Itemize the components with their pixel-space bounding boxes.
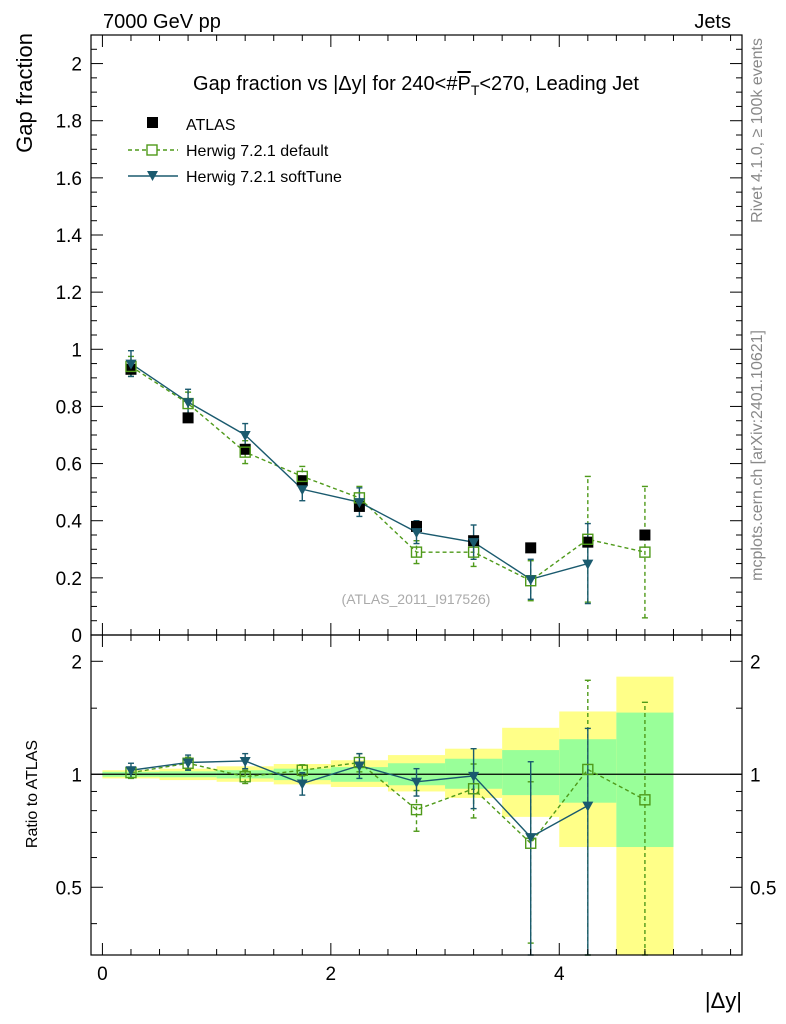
ratio-softtune-point [525, 833, 537, 844]
default-data-point [410, 546, 423, 558]
ratio-axes: 0.5 0.5 1 1 2 2 0 2 4 [56, 635, 776, 985]
x-tick-label: 2 [326, 964, 337, 985]
softtune-data-point [125, 359, 137, 370]
y-tick-label: 0.2 [56, 569, 82, 590]
softtune-series-line [130, 362, 589, 581]
x-axis-label: |Δy| [705, 988, 742, 1013]
ratio-default-point [467, 783, 480, 795]
main-y-axis-label: Gap fraction [12, 33, 37, 153]
atlas-data-point [525, 542, 537, 554]
y-tick-label: 0.4 [56, 512, 83, 533]
rivet-version-label: Rivet 4.1.0, ≥ 100k events [749, 38, 766, 223]
atlas-data-point [182, 412, 194, 424]
category-label: Jets [694, 11, 731, 33]
default-data-point [582, 533, 594, 545]
chart-title-p: P [457, 73, 470, 95]
default-series-line [130, 365, 646, 582]
ratio-y-tick-label: 1 [71, 765, 82, 786]
legend-marker-default [146, 144, 158, 156]
softtune-data-point [468, 538, 480, 549]
y-tick-label: 0 [71, 626, 82, 647]
ratio-default-point [582, 763, 594, 776]
ratio-softtune-point [582, 801, 594, 812]
ratio-softtune-point [125, 766, 137, 777]
ratio-softtune-point [411, 777, 422, 788]
ratio-default-point [239, 771, 251, 783]
chart-title-sub: T [471, 82, 480, 98]
ratio-y-axis-label: Ratio to ATLAS [24, 740, 41, 848]
ratio-y-tick-label: 0.5 [56, 878, 82, 899]
ratio-panel: 0.5 0.5 1 1 2 2 0 2 4 Ratio to ATLAS |Δy| [24, 634, 776, 1013]
mcplots-label: mcplots.cern.ch [arXiv:2401.10621] [749, 330, 766, 581]
atlas-data-point [411, 520, 422, 532]
ratio-data-points [125, 679, 651, 956]
softtune-data-point [182, 398, 194, 409]
atlas-data-point [239, 443, 251, 455]
ratio-default-point [296, 764, 308, 776]
y-tick-label: 1.8 [56, 112, 82, 133]
legend-label-softtune: Herwig 7.2.1 softTune [186, 169, 342, 186]
ratio-softtune-point [182, 758, 194, 769]
softtune-data-point [296, 485, 308, 496]
x-tick-label: 4 [554, 964, 565, 985]
ratio-y-tick-label-right: 2 [750, 652, 761, 673]
softtune-data-point [411, 528, 422, 539]
chart-title-suffix: <270, Leading Jet [479, 73, 639, 95]
chart-title-prefix: Gap fraction vs |Δy| for 240<# [193, 73, 458, 95]
main-y-axis: 0 0.2 0.4 0.6 0.8 1 1.2 1.4 1.6 1.8 2 [56, 35, 742, 647]
atlas-data-point [582, 536, 594, 548]
ratio-y-tick-label: 2 [71, 652, 82, 673]
y-tick-label: 1.2 [56, 283, 82, 304]
analysis-label: (ATLAS_2011_I917526) [342, 591, 491, 607]
ratio-default-line [130, 761, 646, 845]
default-data-point [296, 470, 308, 483]
default-data-point [239, 446, 251, 458]
ratio-default-point [639, 794, 651, 806]
ratio-y-tick-label-right: 0.5 [750, 878, 776, 899]
y-tick-label: 1.4 [56, 226, 83, 247]
main-panel: 0 0.2 0.4 0.6 0.8 1 1.2 1.4 1.6 1.8 2 Gap fraction… [12, 33, 743, 647]
y-tick-label: 1.6 [56, 169, 82, 190]
legend-marker-softtune [147, 171, 158, 181]
y-tick-label: 2 [71, 55, 82, 76]
softtune-data-point [582, 559, 594, 570]
ratio-softtune-point [296, 779, 308, 790]
legend-marker-atlas [147, 117, 158, 128]
main-data-points [125, 350, 651, 619]
default-data-point [639, 546, 651, 558]
energy-label: 7000 GeV pp [103, 11, 221, 33]
ratio-softtune-point [353, 761, 365, 772]
y-tick-label: 0.6 [56, 455, 82, 476]
atlas-data-point [296, 475, 308, 487]
y-tick-label: 0.8 [56, 397, 82, 418]
legend-label-atlas: ATLAS [186, 117, 236, 134]
chart-title: Gap fraction vs |Δy| for 240<#PT<270, Le… [193, 73, 639, 98]
x-tick-label: 0 [97, 964, 108, 985]
softtune-data-point [239, 431, 251, 441]
ratio-default-point [410, 803, 423, 816]
legend-label-default: Herwig 7.2.1 default [186, 143, 329, 160]
softtune-data-point [353, 498, 365, 509]
ratio-softtune-point [239, 756, 251, 767]
ratio-y-tick-label-right: 1 [750, 765, 761, 786]
legend: ATLAS Herwig 7.2.1 default Herwig 7.2.1 … [128, 117, 342, 186]
softtune-data-point [525, 575, 537, 586]
y-tick-label: 1 [71, 340, 82, 361]
atlas-data-point [639, 529, 651, 541]
ratio-softtune-point [468, 771, 480, 782]
